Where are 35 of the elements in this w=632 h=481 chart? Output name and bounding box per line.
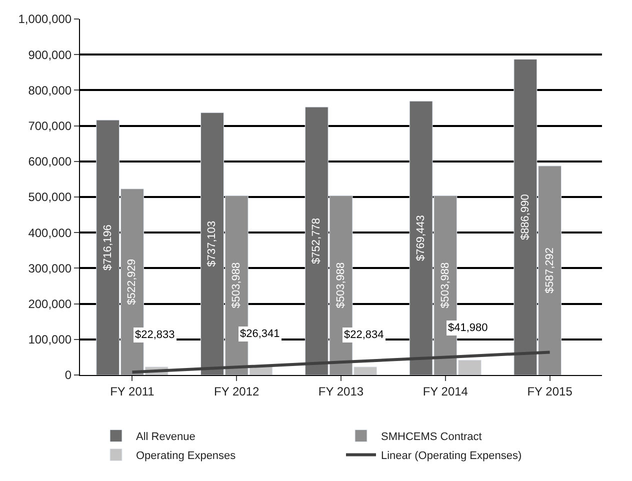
legend-label: All Revenue [136, 431, 196, 444]
data-label: $503,988 [335, 262, 347, 308]
y-tick-label: 400,000 [28, 226, 72, 240]
line-series [130, 350, 552, 374]
data-label: $503,988 [439, 262, 452, 308]
y-tick-label: 700,000 [28, 119, 72, 133]
data-label: $716,196 [102, 224, 114, 270]
legend-label: Linear (Operating Expenses) [381, 450, 522, 462]
data-label: $503,988 [230, 262, 243, 308]
x-tick-label: FY 2015 [527, 384, 573, 398]
y-tick-label: 600,000 [28, 154, 72, 169]
y-tick-label: 200,000 [28, 297, 72, 311]
x-tick-label: FY 2014 [422, 384, 468, 398]
legend-label: Operating Expenses [136, 450, 236, 462]
x-tick-label: FY 2011 [110, 384, 155, 398]
y-tick-label: 300,000 [28, 261, 72, 276]
data-label: $886,990 [519, 194, 532, 240]
data-label: $41,980 [448, 322, 488, 334]
x-tick-label: FY 2013 [318, 384, 364, 398]
y-tick-label: 1,000,000 [18, 12, 72, 26]
data-label: $769,443 [415, 215, 428, 261]
data-label: $22,834 [344, 329, 384, 341]
legend-label: SMHCEMS Contract [381, 431, 482, 444]
data-label: $26,341 [240, 328, 280, 340]
y-tick-label: 100,000 [28, 332, 72, 347]
data-label: $752,778 [310, 218, 323, 264]
y-tick-label: 800,000 [28, 83, 72, 98]
data-label: $22,833 [135, 329, 175, 341]
data-label: $522,929 [126, 258, 138, 305]
y-tick-label: 0 [64, 368, 72, 382]
y-tick-label: 500,000 [28, 190, 72, 204]
data-label: $587,292 [544, 248, 556, 294]
y-tick-label: 900,000 [28, 48, 72, 62]
data-label: $737,103 [206, 220, 218, 267]
x-tick-label: FY 2012 [214, 384, 260, 398]
